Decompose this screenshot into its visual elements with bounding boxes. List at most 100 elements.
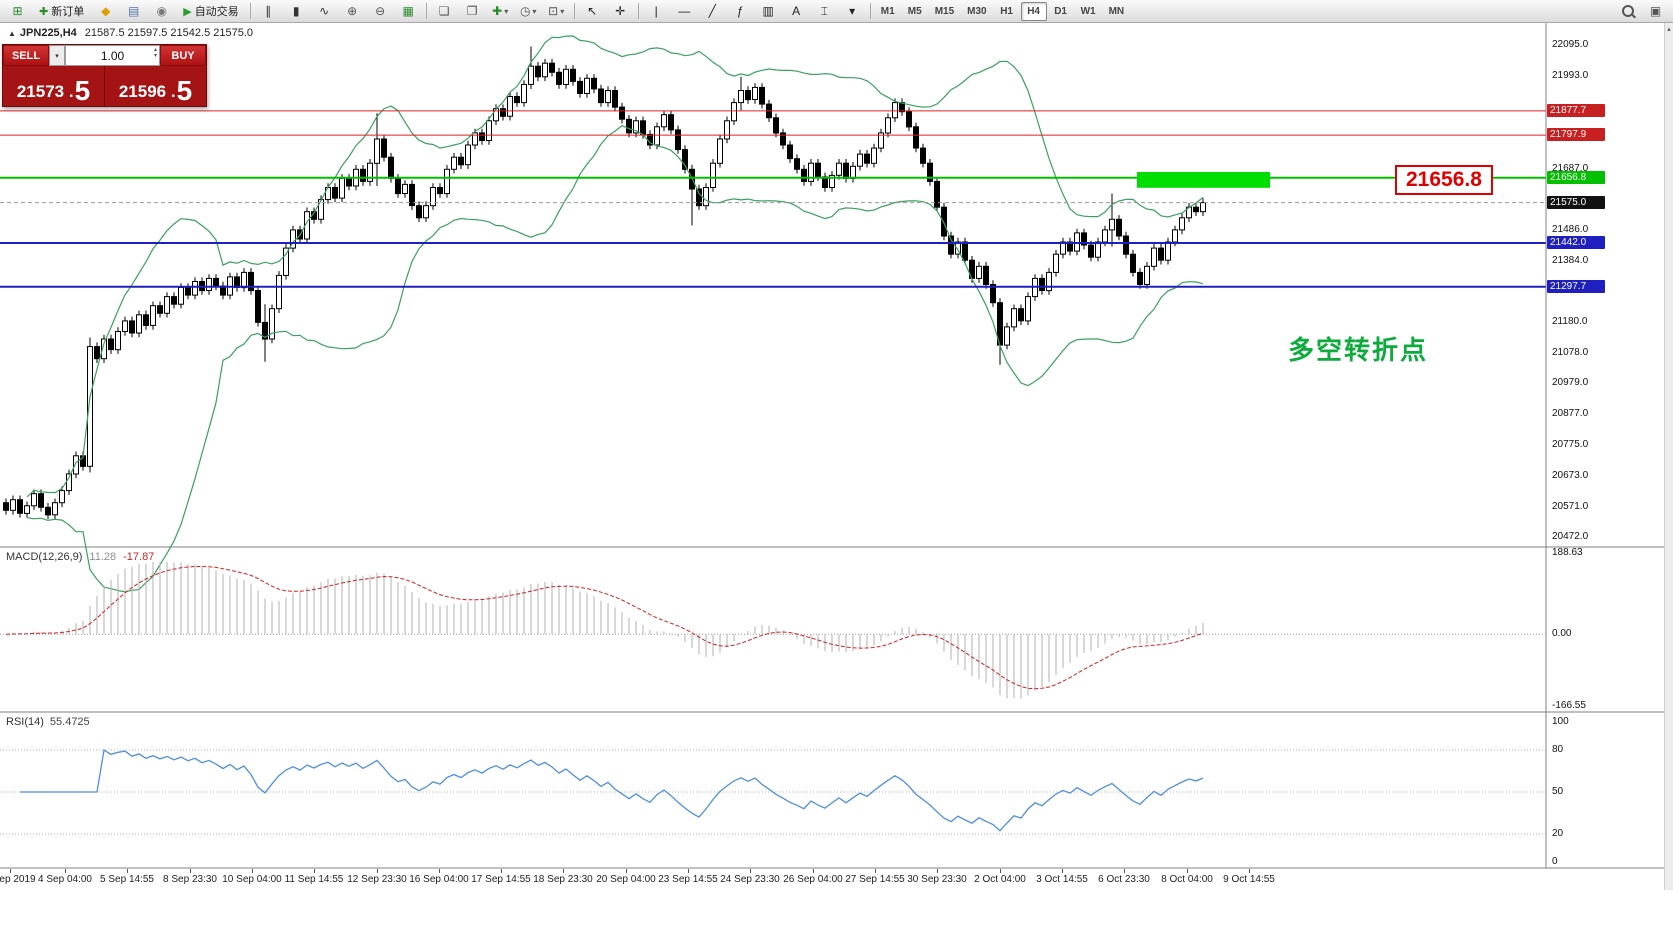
buy-button[interactable]: BUY (160, 45, 206, 66)
search-icon[interactable] (1614, 1, 1641, 22)
crosshair-icon[interactable]: ✛ (607, 1, 634, 22)
time-axis-label: 16 Sep 04:00 (409, 874, 469, 885)
auto-trading-button-glyph: ▶ (183, 5, 192, 18)
trendline-icon[interactable]: ╱ (699, 1, 726, 22)
time-axis-label: 2 Oct 04:00 (974, 874, 1026, 885)
rsi-label: RSI(14) 55.4725 (6, 716, 90, 728)
symbol-period-label: JPN225,H4 (19, 27, 77, 39)
market-watch-icon[interactable]: ▤ (120, 1, 147, 22)
time-axis-label: 23 Sep 14:55 (658, 874, 718, 885)
timeframe-d1[interactable]: D1 (1054, 5, 1067, 17)
sell-price-main: 21573 . (16, 82, 74, 101)
timeframe-m1[interactable]: M1 (880, 5, 895, 17)
price-tag: 21656.8 (1547, 171, 1605, 184)
time-axis-tick (252, 869, 253, 873)
time-axis-label: 2 Sep 2019 (0, 874, 36, 885)
cursor-icon[interactable]: ↖ (579, 1, 606, 22)
fibonacci-icon[interactable]: ƒ (727, 1, 754, 22)
time-axis-label: 27 Sep 14:55 (845, 874, 905, 885)
new-order-button[interactable]: ✚ 新订单 (32, 1, 91, 22)
data-window-icon-glyph: ▣ (1649, 4, 1662, 18)
shapes-icon[interactable]: ▥ (755, 1, 782, 22)
crosshair-icon-glyph: ✛ (615, 4, 626, 18)
data-window-icon[interactable]: ▣ (1642, 1, 1669, 22)
time-axis-label: 24 Sep 23:30 (720, 874, 780, 885)
line-chart-icon[interactable]: ∿ (311, 1, 338, 22)
sell-price[interactable]: 21573 .5 (3, 66, 105, 106)
trendline-icon-glyph: ╱ (708, 4, 716, 18)
time-axis-tick (750, 869, 751, 873)
price-annotation[interactable]: 21656.8 (1395, 165, 1493, 195)
favorites-icon-glyph: ◆ (101, 4, 111, 18)
time-axis-tick (501, 869, 502, 873)
label-icon[interactable]: ⌶ (811, 1, 838, 22)
horizontal-line-icon[interactable]: — (671, 1, 698, 22)
arrows-dropdown-icon[interactable]: ▾ (839, 1, 866, 22)
indicators-icon[interactable]: ✚ ▾ (487, 1, 514, 22)
timeframe-mn[interactable]: MN (1108, 5, 1125, 17)
toolbar: ⊞ ✚ 新订单 ◆ ▤ ◉ ▶ 自动交易 ∥ ▮ ∿ ⊕ ⊖ ▦ ❏ ❐ ✚ ▾ ◷ ▾ ⊡ ▾ ↖ ✛ | — ╱ ƒ ▥ A ⌶ ▾ M1 M… (0, 0, 1673, 23)
time-axis-tick (1249, 869, 1250, 873)
timeframe-h1[interactable]: H1 (1000, 5, 1013, 17)
time-axis-label: 9 Oct 14:55 (1223, 874, 1275, 885)
timeframe-m30[interactable]: M30 (967, 5, 987, 17)
buy-price[interactable]: 21596 .5 (105, 66, 206, 106)
candlestick-chart-icon[interactable]: ▮ (283, 1, 310, 22)
turning-point-label: 多空转折点 (1288, 335, 1429, 365)
new-order-button-label: 新订单 (51, 6, 85, 18)
periods-icon[interactable]: ◷ ▾ (515, 1, 542, 22)
volume-value: 1.00 (100, 48, 125, 63)
zoom-in-icon[interactable]: ⊕ (339, 1, 366, 22)
vertical-line-icon[interactable]: | (643, 1, 670, 22)
time-axis-tick (626, 869, 627, 873)
spinner-up-icon[interactable]: ▴ (153, 47, 157, 53)
cascade-windows-icon-glyph: ❐ (466, 4, 478, 18)
line-chart-icon-glyph: ∿ (319, 4, 330, 18)
sell-button[interactable]: SELL (3, 45, 49, 66)
favorites-icon[interactable]: ◆ (92, 1, 119, 22)
time-axis-tick (1000, 869, 1001, 873)
scroll-up-icon[interactable]: ▴ (1667, 26, 1671, 33)
timeframe-m15[interactable]: M15 (934, 5, 955, 17)
time-axis-tick (1187, 869, 1188, 873)
timeframe-m5[interactable]: M5 (907, 5, 922, 17)
arrange-windows-icon[interactable]: ❏ (431, 1, 458, 22)
time-axis-tick (1124, 869, 1125, 873)
time-axis-tick (439, 869, 440, 873)
cascade-windows-icon[interactable]: ❐ (459, 1, 486, 22)
bar-chart-icon-glyph: ∥ (265, 4, 272, 18)
buy-price-main: 21596 . (118, 82, 176, 101)
price-tag: 21797.9 (1547, 128, 1605, 141)
time-axis-label: 6 Oct 23:30 (1098, 874, 1150, 885)
bar-chart-icon[interactable]: ∥ (255, 1, 282, 22)
volume-dropdown[interactable]: ▾ (49, 45, 65, 66)
macd-signal-value: -17.87 (123, 551, 155, 563)
scrollbar[interactable]: ▴ (1664, 23, 1673, 890)
timeframe-w1[interactable]: W1 (1080, 5, 1096, 17)
price-axis-label: 21486.0 (1552, 224, 1589, 235)
spinner-down-icon[interactable]: ▾ (153, 53, 157, 59)
label-icon-glyph: ⌶ (820, 3, 828, 18)
macd-main-value: 11.28 (89, 551, 117, 563)
zoom-out-icon[interactable]: ⊖ (367, 1, 394, 22)
tile-windows-icon[interactable]: ▦ (395, 1, 422, 22)
chart-shift-marker-icon[interactable]: ▲ (8, 29, 16, 38)
price-axis-label: 22095.0 (1552, 39, 1589, 50)
new-chart-icon[interactable]: ⊞ (4, 1, 31, 22)
templates-icon[interactable]: ⊡ ▾ (543, 1, 570, 22)
auto-trading-button[interactable]: ▶ 自动交易 (176, 1, 245, 22)
rsi-name: RSI(14) (6, 716, 44, 728)
navigator-icon[interactable]: ◉ (148, 1, 175, 22)
text-icon[interactable]: A (783, 1, 810, 22)
new-chart-icon-glyph: ⊞ (12, 4, 23, 18)
tile-windows-icon-glyph: ▦ (402, 4, 414, 18)
rsi-axis-label: 20 (1552, 828, 1564, 839)
time-axis-tick (688, 869, 689, 873)
volume-spinner[interactable]: ▴ ▾ (154, 47, 157, 59)
volume-input[interactable]: 1.00 ▴ ▾ (65, 45, 160, 66)
buy-price-big-digit: 5 (176, 75, 193, 106)
macd-name: MACD(12,26,9) (6, 551, 83, 563)
timeframe-h4[interactable]: H4 (1020, 1, 1047, 21)
time-axis-label: 11 Sep 14:55 (284, 874, 344, 885)
